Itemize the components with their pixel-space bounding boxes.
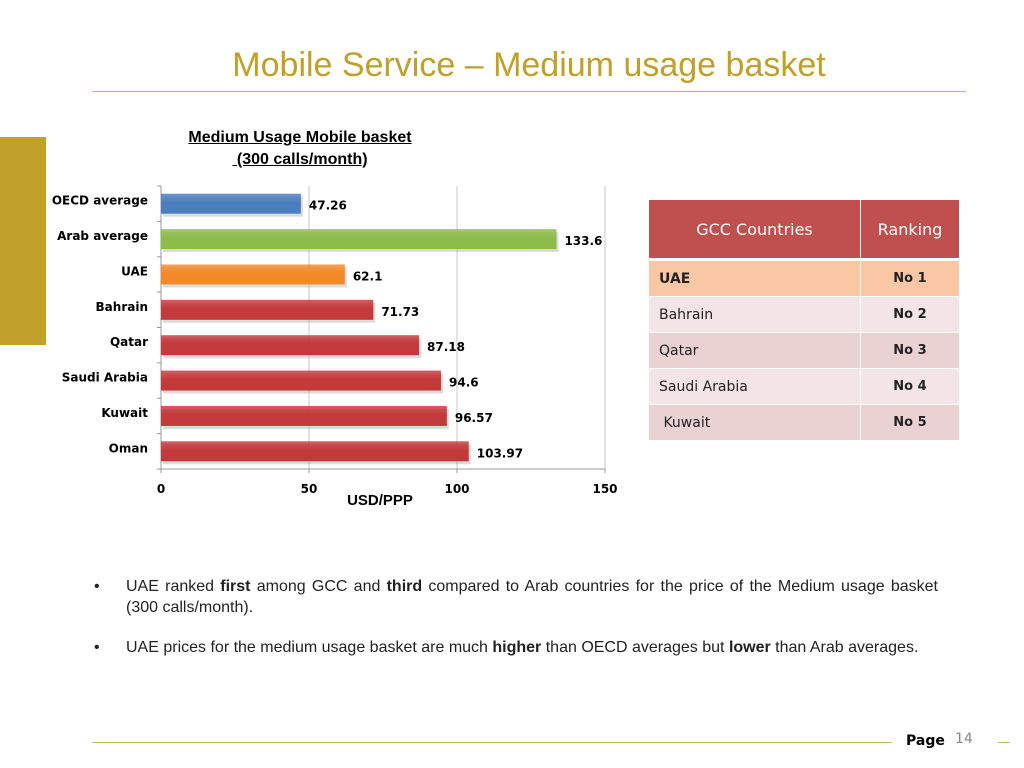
- data-label: 133.6: [564, 234, 602, 248]
- data-label: 47.26: [309, 199, 347, 213]
- table-row: Qatar No 3: [648, 332, 960, 369]
- category-label: Arab average: [57, 229, 148, 243]
- bullet-item: • UAE prices for the medium usage basket…: [88, 637, 938, 658]
- bullet-symbol: •: [94, 639, 100, 656]
- category-label: Bahrain: [96, 300, 148, 314]
- data-label: 103.97: [477, 446, 523, 460]
- rank-cell: No 1: [860, 259, 960, 297]
- bar: [161, 441, 469, 462]
- bar: [161, 370, 442, 391]
- bar: [161, 229, 557, 250]
- data-label: 71.73: [381, 305, 419, 319]
- table-row: Bahrain No 2: [648, 296, 960, 333]
- header-ranking: Ranking: [860, 199, 960, 261]
- title-divider: [92, 91, 966, 92]
- bullet-item: • UAE ranked first among GCC and third c…: [88, 576, 938, 618]
- table-row: Kuwait No 5: [648, 404, 960, 441]
- x-tick-label: 150: [592, 482, 617, 496]
- footer-divider-short: [998, 742, 1010, 743]
- bullet-text: among GCC and: [250, 578, 387, 595]
- data-label: 62.1: [353, 269, 383, 283]
- chart-title-line1: Medium Usage Mobile basket: [188, 129, 412, 146]
- bullet-symbol: •: [94, 578, 100, 595]
- bullet-emphasis: first: [220, 578, 251, 595]
- page-label: Page: [906, 733, 945, 749]
- data-label: 96.57: [455, 411, 493, 425]
- rank-cell: No 5: [860, 404, 960, 441]
- ranking-header-row: GCC Countries Ranking: [648, 199, 960, 261]
- x-tick-label: 100: [444, 482, 469, 496]
- bullet-text: than Arab averages.: [770, 639, 919, 656]
- data-label: 94.6: [449, 376, 479, 390]
- table-row: UAE No 1: [648, 259, 960, 297]
- bullet-emphasis: third: [386, 578, 423, 595]
- chart-title-line2: (300 calls/month): [232, 151, 368, 168]
- bullet-list: • UAE ranked first among GCC and third c…: [88, 576, 938, 677]
- data-label: 87.18: [427, 340, 465, 354]
- category-label: Saudi Arabia: [62, 371, 148, 385]
- side-accent-block: [0, 137, 46, 345]
- header-gcc-countries: GCC Countries: [648, 199, 861, 261]
- chart-title: Medium Usage Mobile basket (300 calls/mo…: [150, 127, 450, 171]
- country-cell: Qatar: [648, 332, 861, 369]
- rank-cell: No 4: [860, 368, 960, 405]
- x-axis-label: USD/PPP: [347, 492, 413, 509]
- country-cell: Bahrain: [648, 296, 861, 333]
- bullet-text: compared to Arab countries for the price…: [126, 578, 938, 616]
- table-row: Saudi Arabia No 4: [648, 368, 960, 405]
- bar-chart: 0 50 100 150 OECD average 47.26 Arab average 13…: [52, 185, 618, 496]
- bullet-text: UAE prices for the medium usage basket a…: [126, 639, 493, 656]
- bar: [161, 193, 301, 214]
- country-cell: Kuwait: [648, 404, 861, 441]
- footer-divider: [92, 742, 892, 743]
- category-label: Kuwait: [101, 406, 148, 420]
- bullet-text: than OECD averages but: [541, 639, 729, 656]
- ranking-table: GCC Countries Ranking UAE No 1 Bahrain N…: [648, 199, 960, 441]
- bar: [161, 405, 447, 426]
- bullet-emphasis: lower: [728, 639, 771, 656]
- country-cell: Saudi Arabia: [648, 368, 861, 405]
- category-label: UAE: [121, 264, 148, 278]
- bullet-emphasis: higher: [492, 639, 542, 656]
- category-label: Qatar: [110, 335, 148, 349]
- rank-cell: No 2: [860, 296, 960, 333]
- category-label: Oman: [109, 441, 148, 455]
- x-tick-label: 50: [301, 482, 318, 496]
- rank-cell: No 3: [860, 332, 960, 369]
- x-tick-label: 0: [157, 482, 165, 496]
- country-cell: UAE: [648, 259, 861, 297]
- slide-title: Mobile Service – Medium usage basket: [232, 46, 826, 84]
- page-number: 14: [955, 731, 973, 747]
- category-label: OECD average: [52, 194, 148, 208]
- bar: [161, 299, 374, 320]
- bar: [161, 264, 345, 285]
- bullet-text: UAE ranked: [126, 578, 221, 595]
- bar: [161, 335, 420, 356]
